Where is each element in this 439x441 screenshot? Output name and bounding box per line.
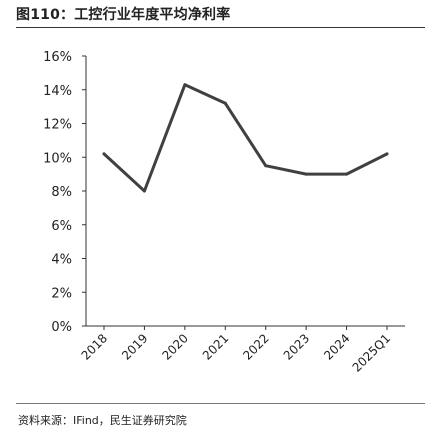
x-tick-label: 2023 <box>281 331 312 362</box>
x-tick-label: 2021 <box>200 331 231 362</box>
line-chart: 0%2%4%6%8%10%12%14%16% 2018 2019 2020 2021 2… <box>43 50 405 375</box>
source-note: 资料来源：IFind，民生证券研究院 <box>18 414 187 427</box>
data-point <box>102 152 106 156</box>
y-tick-label: 16% <box>43 50 72 65</box>
y-tick-label: 4% <box>51 253 72 268</box>
y-tick-label: 6% <box>51 219 72 234</box>
data-point <box>183 83 187 87</box>
data-point <box>385 152 389 156</box>
data-point <box>142 189 146 193</box>
y-axis: 0% 2% 4% 6% 8% 10% 12% 14% 16% <box>43 50 87 335</box>
title-divider <box>16 27 425 28</box>
x-tick-label: 2018 <box>79 331 110 362</box>
x-tick-label: 2022 <box>240 331 271 362</box>
data-point <box>264 164 268 168</box>
y-tick-label: 12% <box>43 118 72 133</box>
y-tick-label: 10% <box>43 151 72 166</box>
x-tick-label: 2024 <box>321 331 352 362</box>
series-line <box>102 83 389 193</box>
y-tick-label: 8% <box>51 185 72 200</box>
y-tick-label: 14% <box>43 84 72 99</box>
y-tick-label: 0% <box>51 320 72 335</box>
source-divider <box>16 403 425 404</box>
y-tick-label: 2% <box>51 286 72 301</box>
data-point <box>304 172 308 176</box>
data-point <box>345 172 349 176</box>
x-tick-label: 2019 <box>119 331 150 362</box>
x-tick-label: 2020 <box>159 331 190 362</box>
series-group <box>102 83 389 193</box>
data-point <box>223 101 227 105</box>
x-tick-label: 2025Q1 <box>350 331 394 375</box>
chart-title: 图110：工控行业年度平均净利率 <box>16 7 231 23</box>
